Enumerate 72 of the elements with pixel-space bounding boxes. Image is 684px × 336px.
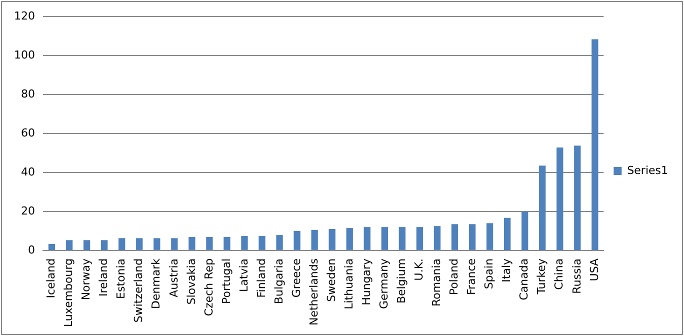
y-tick-label: 80 (20, 87, 35, 100)
y-tick-label: 0 (28, 243, 35, 256)
bar (294, 230, 300, 250)
x-tick-label: Norway (80, 258, 93, 300)
bar (258, 236, 266, 250)
x-tick-label: Poland (448, 258, 461, 296)
bar (539, 166, 546, 250)
x-tick-label: USA (588, 258, 601, 282)
bar (328, 229, 336, 250)
x-tick-label: Canada (518, 258, 531, 300)
bar (224, 237, 230, 250)
x-tick-label: Netherlands (307, 258, 320, 326)
x-tick-label: Italy (500, 258, 514, 282)
bar (381, 227, 388, 250)
x-tick-label: China (552, 258, 566, 290)
bar (346, 228, 353, 250)
x-tick-label: Lithuania (342, 258, 356, 310)
x-tick-label: Turkey (535, 258, 548, 296)
bar (311, 230, 318, 250)
bar (83, 240, 90, 250)
y-tick-label: 40 (20, 165, 35, 178)
x-tick-label: Portugal (220, 258, 233, 304)
bar (468, 224, 476, 250)
bar (188, 237, 196, 250)
bar (486, 223, 494, 250)
bar (276, 235, 283, 250)
bar (504, 218, 511, 250)
bar (100, 240, 108, 250)
x-tick-label: Finland (254, 258, 268, 298)
bar (434, 226, 441, 250)
bar (416, 227, 424, 250)
x-tick-label: Spain (482, 258, 496, 290)
bar (118, 238, 126, 250)
bar (574, 146, 581, 250)
bar (154, 238, 160, 250)
x-tick-label: Bulgaria (272, 258, 286, 304)
x-tick-label: Germany (378, 258, 391, 310)
x-tick-label: Czech Rep (202, 258, 216, 316)
x-tick-label: Hungary (360, 258, 373, 306)
x-tick-label: Ireland (97, 258, 110, 296)
bar (206, 237, 213, 250)
x-tick-label: Belgium (395, 258, 408, 304)
x-tick-label: U.K. (412, 258, 426, 281)
bar (66, 240, 73, 250)
bar (451, 224, 458, 250)
x-tick-label: Iceland (44, 258, 58, 298)
y-tick-label: 60 (20, 126, 35, 140)
bar (522, 211, 528, 250)
y-tick-label: 20 (20, 204, 35, 218)
bar (364, 227, 370, 250)
x-tick-label: Estonia (114, 258, 128, 299)
x-tick-label: Russia (570, 258, 584, 294)
x-tick-label: Luxembourg (62, 258, 76, 328)
y-tick-label: 120 (14, 9, 35, 22)
legend-label: Series1 (627, 164, 668, 177)
x-tick-label: Latvia (237, 258, 250, 292)
x-tick-label: Sweden (324, 258, 338, 302)
x-tick-label: Austria (167, 258, 180, 298)
x-tick-label: Greece (290, 258, 303, 298)
x-tick-label: Switzerland (132, 258, 146, 323)
bar (592, 39, 598, 250)
bar (136, 238, 143, 250)
bar (48, 244, 56, 250)
bar (556, 148, 564, 250)
bar (171, 238, 178, 250)
x-tick-label: France (465, 258, 478, 296)
x-tick-label: Slovakia (184, 258, 198, 305)
x-tick-label: Denmark (150, 258, 163, 310)
bar (398, 227, 406, 250)
x-tick-label: Romania (430, 258, 444, 307)
bar (241, 236, 248, 250)
y-tick-label: 100 (14, 48, 35, 62)
